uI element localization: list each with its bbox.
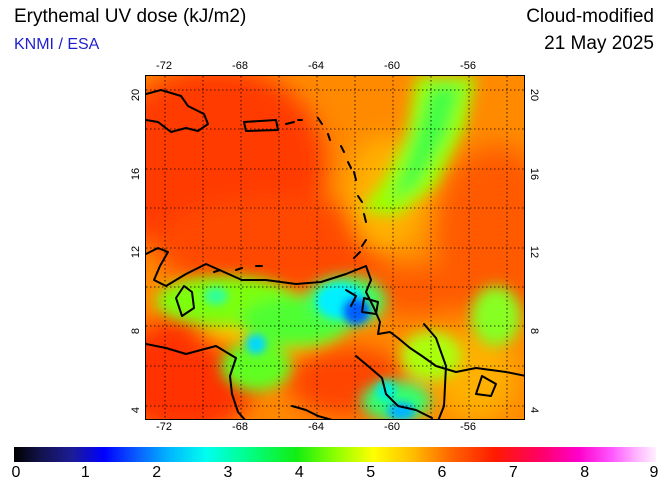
lat-tick-left: 12 [130, 246, 142, 259]
lon-tick-top: -68 [232, 60, 248, 72]
colorbar [14, 447, 656, 462]
uv-map [145, 75, 525, 420]
data-source: KNMI / ESA [14, 36, 100, 53]
lon-tick-top: -64 [308, 60, 324, 72]
map-title: Erythemal UV dose (kJ/m2) [14, 6, 247, 27]
lon-tick-bottom: -72 [156, 421, 172, 433]
graticule [146, 76, 524, 419]
lat-tick-left: 8 [130, 328, 142, 335]
lon-tick-bottom: -56 [460, 421, 476, 433]
map-date: 21 May 2025 [544, 33, 654, 54]
lat-tick-right: 8 [528, 328, 540, 335]
colorbar-label: 3 [223, 464, 233, 481]
colorbar-label: 6 [437, 464, 447, 481]
lon-tick-top: -60 [384, 60, 400, 72]
lon-tick-bottom: -60 [384, 421, 400, 433]
lat-tick-left: 20 [130, 88, 142, 101]
lat-tick-right: 4 [528, 407, 540, 414]
colorbar-label: 9 [649, 464, 659, 481]
lon-tick-bottom: -68 [232, 421, 248, 433]
lon-tick-top: -56 [460, 60, 476, 72]
lat-tick-right: 12 [528, 246, 540, 259]
lat-tick-right: 20 [528, 88, 540, 101]
colorbar-label: 8 [580, 464, 590, 481]
lat-tick-left: 16 [130, 167, 142, 180]
lat-tick-right: 16 [528, 167, 540, 180]
colorbar-label: 1 [80, 464, 90, 481]
colorbar-label: 2 [152, 464, 162, 481]
uv-high-regions [146, 76, 524, 419]
coastlines [146, 89, 524, 419]
colorbar-label: 4 [294, 464, 304, 481]
product-type: Cloud-modified [526, 6, 654, 27]
colorbar-label: 0 [11, 464, 21, 481]
uv-cloud-band [361, 76, 521, 346]
lat-tick-left: 4 [130, 407, 142, 414]
colorbar-label: 5 [366, 464, 376, 481]
colorbar-label: 7 [508, 464, 518, 481]
lon-tick-bottom: -64 [308, 421, 324, 433]
lon-tick-top: -72 [156, 60, 172, 72]
